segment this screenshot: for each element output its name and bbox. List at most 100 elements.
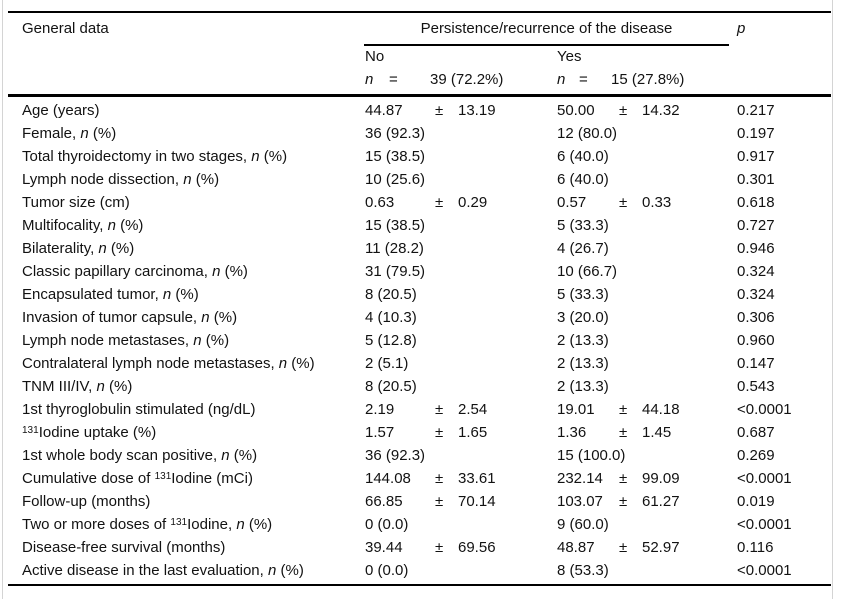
table-row: Lymph node dissection, n (%) 10 (25.6) 6 (… <box>8 168 831 191</box>
table-row: Total thyroidectomy in two stages, n (%)… <box>8 145 831 168</box>
general-data-table: General data Persistence/recurrence of t… <box>8 11 831 586</box>
table-row: Follow-up (months) 66.85 ±70.14 103.07 ±61.2… <box>8 490 831 513</box>
row-label: Classic papillary carcinoma, n (%) <box>22 263 248 280</box>
table-row: Bilaterality, n (%) 11 (28.2) 4 (26.7) 0.94… <box>8 237 831 260</box>
table-row: Invasion of tumor capsule, n (%) 4 (10.3)… <box>8 306 831 329</box>
table-row: Lymph node metastases, n (%) 5 (12.8) 2 (1… <box>8 329 831 352</box>
table-row: Multifocality, n (%) 15 (38.5) 5 (33.3) 0.7… <box>8 214 831 237</box>
cell-yes-value: 2 (13.3) <box>557 378 609 395</box>
cell-p-value: 0.960 <box>737 332 775 349</box>
cell-yes-value: 103.07 ±61.27 <box>557 493 680 510</box>
row-label: Contralateral lymph node metastases, n (… <box>22 355 315 372</box>
bottom-rule <box>8 584 831 586</box>
cell-p-value: 0.543 <box>737 378 775 395</box>
cell-yes-value: 2 (13.3) <box>557 355 609 372</box>
cell-no-value: 36 (92.3) <box>365 125 426 142</box>
cell-p-value: 0.217 <box>737 102 775 119</box>
cell-no-value: 66.85 ±70.14 <box>365 493 496 510</box>
cell-p-value: 0.687 <box>737 424 775 441</box>
cell-no-value: 4 (10.3) <box>365 309 417 326</box>
cell-p-value: <0.0001 <box>737 401 792 418</box>
cell-no-value: 10 (25.6) <box>365 171 426 188</box>
table-row: Classic papillary carcinoma, n (%) 31 (79… <box>8 260 831 283</box>
cell-yes-value: 9 (60.0) <box>557 516 609 533</box>
cell-yes-value: 15 (100.0) <box>557 447 626 464</box>
cell-p-value: 0.946 <box>737 240 775 257</box>
cell-p-value: 0.197 <box>737 125 775 142</box>
table-row: 131Iodine uptake (%) 1.57 ±1.65 1.36 ±1.45 0.… <box>8 421 831 444</box>
cell-yes-value: 4 (26.7) <box>557 240 609 257</box>
table-row: Contralateral lymph node metastases, n (… <box>8 352 831 375</box>
col-header-general-data: General data <box>22 20 109 37</box>
n-symbol: n <box>365 71 374 88</box>
cell-p-value: <0.0001 <box>737 516 792 533</box>
col-header-persistence-recurrence: Persistence/recurrence of the disease <box>364 13 729 46</box>
table-row: Cumulative dose of 131Iodine (mCi) 144.08… <box>8 467 831 490</box>
row-label: Disease-free survival (months) <box>22 539 226 556</box>
cell-yes-value: 10 (66.7) <box>557 263 618 280</box>
cell-p-value: 0.301 <box>737 171 775 188</box>
cell-yes-value: 19.01 ±44.18 <box>557 401 680 418</box>
table-row: Female, n (%) 36 (92.3) 12 (80.0) 0.197 <box>8 122 831 145</box>
row-label: Lymph node dissection, n (%) <box>22 171 220 188</box>
group-count-no: n = 39 (72.2%) <box>364 68 556 94</box>
cell-yes-value: 50.00 ±14.32 <box>557 102 680 119</box>
group-header-yes: Yes <box>557 48 582 65</box>
row-label: Invasion of tumor capsule, n (%) <box>22 309 238 326</box>
row-label: Multifocality, n (%) <box>22 217 144 234</box>
equals-sign: = <box>579 71 588 88</box>
cell-no-value: 39.44 ±69.56 <box>365 539 496 556</box>
cell-no-value: 0 (0.0) <box>365 516 409 533</box>
row-label: 1st whole body scan positive, n (%) <box>22 447 258 464</box>
table-row: Age (years) 44.87 ±13.19 50.00 ±14.32 0.217 <box>8 99 831 122</box>
cell-p-value: 0.116 <box>737 539 774 556</box>
row-label: Total thyroidectomy in two stages, n (%) <box>22 148 288 165</box>
row-label: Age (years) <box>22 102 100 119</box>
cell-no-value: 2 (5.1) <box>365 355 409 372</box>
row-label: Cumulative dose of 131Iodine (mCi) <box>22 470 253 487</box>
cell-p-value: 0.917 <box>737 148 775 165</box>
cell-yes-value: 3 (20.0) <box>557 309 609 326</box>
figure-edge-left <box>2 0 3 599</box>
cell-no-value: 31 (79.5) <box>365 263 426 280</box>
cell-p-value: 0.306 <box>737 309 775 326</box>
group-count-value: 39 (72.2%) <box>430 71 504 88</box>
row-label: Follow-up (months) <box>22 493 151 510</box>
cell-no-value: 5 (12.8) <box>365 332 417 349</box>
table-body: Age (years) 44.87 ±13.19 50.00 ±14.32 0.217 Fe… <box>8 97 831 582</box>
cell-p-value: 0.019 <box>737 493 775 510</box>
group-count-value: 15 (27.8%) <box>611 71 685 88</box>
table-header: General data Persistence/recurrence of t… <box>8 13 831 94</box>
cell-yes-value: 48.87 ±52.97 <box>557 539 680 556</box>
cell-p-value: 0.269 <box>737 447 775 464</box>
row-label: Female, n (%) <box>22 125 117 142</box>
equals-sign: = <box>389 71 398 88</box>
cell-no-value: 0 (0.0) <box>365 562 409 579</box>
cell-no-value: 15 (38.5) <box>365 217 426 234</box>
figure-edge-right <box>832 0 833 599</box>
cell-yes-value: 0.57 ±0.33 <box>557 194 672 211</box>
cell-p-value: 0.324 <box>737 286 775 303</box>
row-label: Tumor size (cm) <box>22 194 130 211</box>
group-header-no: No <box>365 48 385 65</box>
cell-yes-value: 12 (80.0) <box>557 125 618 142</box>
table-row: 1st whole body scan positive, n (%) 36 (9… <box>8 444 831 467</box>
row-label: Bilaterality, n (%) <box>22 240 135 257</box>
row-label: Two or more doses of 131Iodine, n (%) <box>22 516 273 533</box>
group-count-yes: n = 15 (27.8%) <box>556 68 737 94</box>
cell-p-value: <0.0001 <box>737 562 792 579</box>
table-row: 1st thyroglobulin stimulated (ng/dL) 2.19… <box>8 398 831 421</box>
cell-no-value: 2.19 ±2.54 <box>365 401 488 418</box>
row-label: TNM III/IV, n (%) <box>22 378 133 395</box>
table-row: Tumor size (cm) 0.63 ±0.29 0.57 ±0.33 0.618 <box>8 191 831 214</box>
cell-yes-value: 1.36 ±1.45 <box>557 424 672 441</box>
cell-no-value: 11 (28.2) <box>365 240 424 257</box>
header-rule <box>8 94 831 97</box>
cell-p-value: 0.618 <box>737 194 775 211</box>
top-rule <box>8 11 831 13</box>
col-header-p: p <box>737 20 746 37</box>
cell-p-value: 0.324 <box>737 263 775 280</box>
row-label: Active disease in the last evaluation, n… <box>22 562 304 579</box>
cell-yes-value: 5 (33.3) <box>557 286 609 303</box>
